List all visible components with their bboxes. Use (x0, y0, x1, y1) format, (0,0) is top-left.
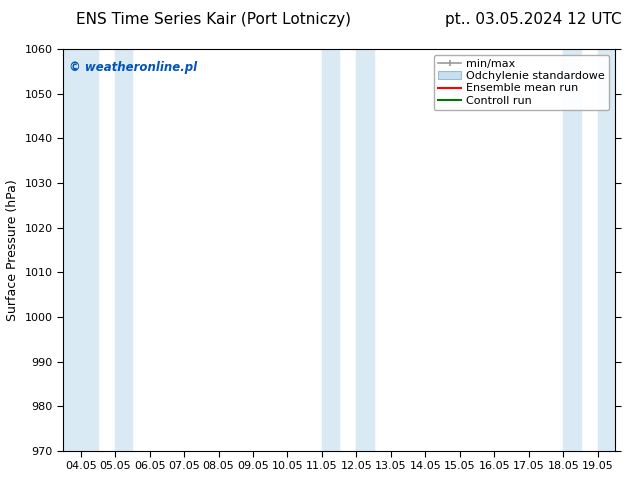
Y-axis label: Surface Pressure (hPa): Surface Pressure (hPa) (6, 179, 19, 321)
Legend: min/max, Odchylenie standardowe, Ensemble mean run, Controll run: min/max, Odchylenie standardowe, Ensembl… (434, 54, 609, 110)
Bar (356, 49, 373, 451)
Text: © weatheronline.pl: © weatheronline.pl (69, 61, 197, 74)
Bar (598, 49, 615, 451)
Bar (322, 49, 339, 451)
Bar (115, 49, 133, 451)
Bar (563, 49, 581, 451)
Bar (63, 49, 98, 451)
Text: ENS Time Series Kair (Port Lotniczy): ENS Time Series Kair (Port Lotniczy) (76, 12, 351, 27)
Text: pt.. 03.05.2024 12 UTC: pt.. 03.05.2024 12 UTC (444, 12, 621, 27)
